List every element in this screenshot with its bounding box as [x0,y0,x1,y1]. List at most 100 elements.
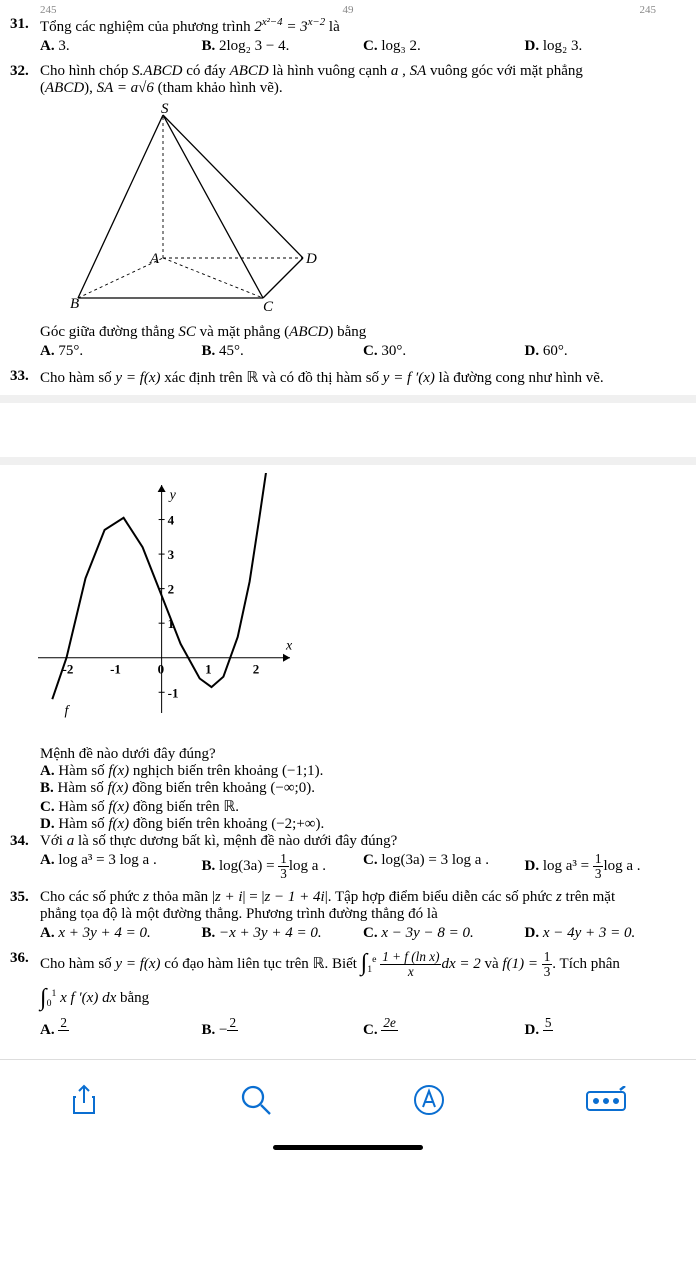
q32-number: 32. [10,63,40,80]
question-31: 31. Tổng các nghiệm của phương trình 2x²… [10,16,686,61]
hdr-center: 49 [343,4,354,16]
t [58,1031,69,1045]
t: đồng biến trên khoảng (−∞;0). [128,780,315,796]
q35-optA: x + 3y + 4 = 0. [58,925,150,941]
t: 3 [278,867,289,881]
l: A. [40,1022,58,1038]
page-header-marks: 245 49 245 [10,4,686,16]
l: B. [202,1022,220,1038]
q35-line1: Cho các số phức z thỏa mãn |z + i| = |z … [40,889,686,906]
t: 3 [542,965,553,979]
q34-optD: log a³ = 13log a . [543,858,641,874]
l: D. [40,816,58,832]
q32-optA: 75°. [58,343,83,359]
q31-optB: 2log₂ 3 − 4. [219,38,289,54]
t: đồng biến trên khoảng (−2;+∞). [129,816,324,832]
t: có đáy [183,63,230,79]
draw-icon[interactable] [585,1086,627,1119]
q34-optC: log(3a) = 3 log a . [381,852,489,868]
l: D. [525,858,543,874]
svg-text:2: 2 [168,582,175,597]
l: B. [40,780,58,796]
share-icon[interactable] [69,1083,99,1122]
q31-optC: log₃ 2. [381,38,420,54]
svg-text:2: 2 [253,662,260,677]
q33-stem-opts: Mệnh đề nào dưới đây đúng? A. Hàm số f(x… [40,746,686,833]
t: 1 + f (ln x) [380,950,441,965]
q36-int2: ∫01 x f ′(x) dx bằng [40,988,686,1010]
svg-text:0: 0 [158,662,165,677]
t: 2 [227,1016,238,1031]
page-gap [0,395,696,465]
q33-number: 33. [10,368,40,385]
q35-body: Cho các số phức z thỏa mãn |z + i| = |z … [40,889,686,948]
q31-text-post: là [329,19,340,35]
svg-text:3: 3 [168,547,175,562]
t: xác định trên ℝ và có đồ thị hàm số [161,370,383,386]
pyramid-svg: S B C D A [58,103,318,313]
q31-equation: 2x²−4 = 3x−2 [254,19,325,35]
l: C. [363,343,381,359]
q31-optD-label: D. [525,38,543,54]
t: f(x) [108,816,129,832]
q35-optB: −x + 3y + 4 = 0. [219,925,322,941]
t: dx = 2 [441,956,480,972]
t: Cho hình chóp [40,63,132,79]
t: f(x) [108,799,129,815]
t: , [398,63,409,79]
t: f(x) [108,763,129,779]
hdr-left: 245 [40,4,57,16]
t: đồng biến trên ℝ. [129,799,239,815]
q32-body: Cho hình chóp S.ABCD có đáy ABCD là hình… [40,63,686,366]
t: 2e [381,1016,397,1031]
t: x f ′(x) dx [60,991,116,1007]
t: và mặt phẳng ( [196,324,289,340]
l: A. [40,852,58,868]
l: A. [40,343,58,359]
q34-options: A. log a³ = 3 log a . B. log(3a) = 13log… [40,852,686,881]
t: S.ABCD [132,63,182,79]
t: y = f(x) [115,956,160,972]
t: 5 [543,1016,554,1031]
t: 1 [367,964,372,975]
t: 1 [542,950,553,965]
t: trên mặt [562,889,615,905]
question-35: 35. Cho các số phức z thỏa mãn |z + i| =… [10,889,686,948]
search-icon[interactable] [238,1082,274,1123]
l: C. [363,925,381,941]
t: Góc giữa đường thẳng [40,324,178,340]
q31-optA-label: A. [40,38,58,54]
l: B. [202,343,220,359]
q36-number: 36. [10,950,40,967]
t: vuông góc với mặt phẳng [426,63,583,79]
q31-number: 31. [10,16,40,33]
svg-text:-1: -1 [168,685,179,700]
lbl-S: S [161,103,169,117]
q36-int1: ∫1e 1 + f (ln x)xdx = 2 [361,950,481,979]
t: log a . [289,858,326,874]
q31-optA: 3. [58,38,69,54]
q32-optD: 60°. [543,343,568,359]
t: Cho các số phức [40,889,143,905]
q35-number: 35. [10,889,40,906]
annotate-icon[interactable] [412,1083,446,1122]
q31-optB-label: B. [202,38,220,54]
q35-optD: x − 4y + 3 = 0. [543,925,635,941]
t: Hàm số [58,816,108,832]
l: A. [40,925,58,941]
t: (tham khảo hình vẽ). [154,80,283,96]
q34-number: 34. [10,833,40,850]
q36-line1: Cho hàm số y = f(x) có đạo hàm liên tục … [40,950,686,979]
home-indicator[interactable] [273,1145,423,1150]
t [543,1031,554,1045]
l: D. [525,1022,543,1038]
t: y = f(x) [115,370,160,386]
t: thỏa mãn | [149,889,215,905]
q33-body1: Cho hàm số y = f(x) xác định trên ℝ và c… [40,368,686,387]
q34-optA: log a³ = 3 log a . [58,852,156,868]
q31-text-pre: Tổng các nghiệm của phương trình [40,19,254,35]
q36-body: Cho hàm số y = f(x) có đạo hàm liên tục … [40,950,686,1051]
q33-stem: Mệnh đề nào dưới đây đúng? [40,746,686,763]
t: Hàm số [58,780,108,796]
q33-optD: D. Hàm số f(x) đồng biến trên khoảng (−2… [40,816,686,833]
